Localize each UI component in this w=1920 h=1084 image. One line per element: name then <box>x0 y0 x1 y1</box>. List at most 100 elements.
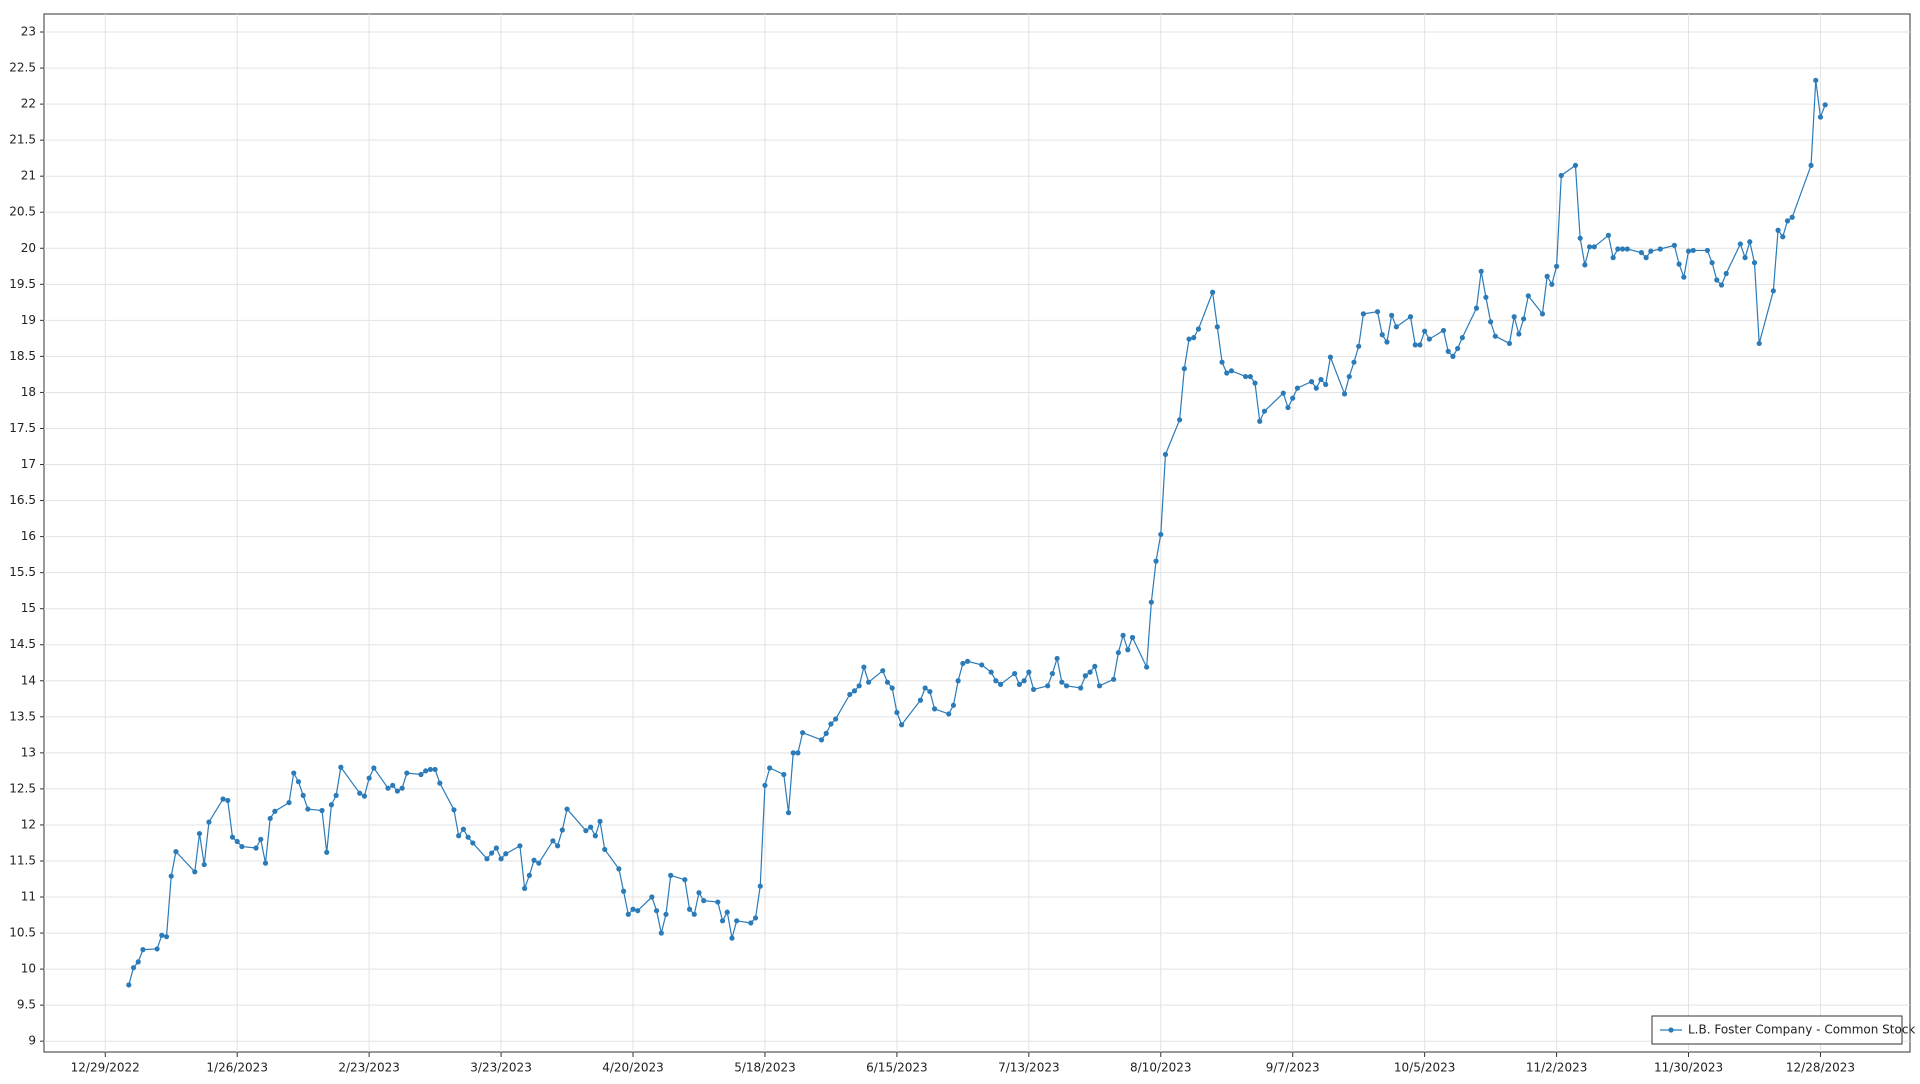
data-point <box>1210 289 1216 295</box>
data-point <box>526 872 532 878</box>
data-point <box>1356 343 1362 349</box>
data-point <box>1685 248 1692 254</box>
data-point <box>550 838 556 844</box>
data-point <box>1045 683 1051 689</box>
data-point <box>899 722 905 728</box>
data-point <box>1063 683 1070 689</box>
data-point <box>385 785 391 791</box>
x-tick-label: 7/13/2023 <box>998 1061 1060 1075</box>
x-tick-label: 2/23/2023 <box>338 1061 400 1075</box>
x-tick-label: 1/26/2023 <box>206 1061 268 1075</box>
data-point <box>1671 242 1677 248</box>
data-point <box>889 685 895 691</box>
data-point <box>1624 246 1630 252</box>
y-tick-label: 11 <box>21 890 36 904</box>
data-point <box>493 845 499 851</box>
data-point <box>1591 244 1597 250</box>
y-tick-label: 14.5 <box>9 637 36 651</box>
data-point <box>564 806 570 812</box>
x-tick-label: 4/20/2023 <box>602 1061 664 1075</box>
data-point <box>1718 282 1725 288</box>
data-point <box>880 668 886 674</box>
data-point <box>390 782 396 788</box>
data-point <box>1049 670 1055 677</box>
data-point <box>1521 316 1527 322</box>
data-point <box>229 834 236 840</box>
data-point <box>588 824 594 830</box>
data-point <box>1280 390 1286 396</box>
data-point <box>1784 218 1791 224</box>
data-point <box>423 768 429 774</box>
x-tick-label: 12/28/2023 <box>1786 1061 1855 1075</box>
data-point <box>653 908 660 914</box>
data-point <box>1572 162 1579 168</box>
data-point <box>1775 227 1781 233</box>
data-point <box>338 764 344 770</box>
data-point <box>795 750 801 756</box>
data-point <box>922 685 928 691</box>
data-point <box>946 711 952 717</box>
data-point <box>1455 345 1461 352</box>
data-point <box>1822 102 1828 108</box>
data-point <box>503 851 509 857</box>
data-point <box>691 911 697 917</box>
data-point <box>1450 353 1456 359</box>
data-point <box>1214 324 1220 330</box>
data-point <box>620 888 627 894</box>
data-point <box>1384 339 1390 345</box>
data-point <box>1539 311 1546 317</box>
data-point <box>286 799 292 806</box>
data-point <box>1181 366 1187 372</box>
data-point <box>1162 451 1169 458</box>
data-point <box>988 669 994 675</box>
data-point <box>955 678 961 684</box>
data-point <box>404 770 410 776</box>
x-tick-label: 9/7/2023 <box>1266 1061 1320 1075</box>
data-point <box>767 765 773 771</box>
data-point <box>239 843 245 850</box>
data-point <box>851 688 858 694</box>
data-point <box>192 869 198 875</box>
data-point <box>333 792 339 798</box>
data-point <box>979 662 985 668</box>
data-point <box>1389 312 1395 318</box>
x-tick-label: 6/15/2023 <box>866 1061 928 1075</box>
data-point <box>1619 246 1626 252</box>
data-point <box>399 785 405 791</box>
data-point <box>328 802 335 808</box>
data-point <box>126 982 132 988</box>
x-tick-label: 3/23/2023 <box>470 1061 532 1075</box>
data-point <box>1092 663 1098 669</box>
data-point <box>719 918 726 924</box>
data-point <box>1511 314 1517 320</box>
data-point <box>1346 373 1352 380</box>
data-point <box>130 965 137 971</box>
data-point <box>1219 359 1225 365</box>
data-point <box>1737 241 1743 247</box>
data-point <box>498 856 504 862</box>
data-point <box>1549 281 1555 287</box>
data-point <box>658 930 664 936</box>
x-tick-label: 12/29/2022 <box>71 1061 140 1075</box>
data-point <box>1492 333 1498 339</box>
data-point <box>1789 214 1795 220</box>
legend: L.B. Foster Company - Common Stock <box>1651 1015 1915 1045</box>
data-point <box>1813 77 1819 83</box>
data-point <box>1747 239 1753 245</box>
y-tick-label: 12 <box>21 817 36 831</box>
data-point <box>715 899 721 905</box>
data-point <box>818 737 825 743</box>
data-point <box>833 716 839 722</box>
data-point <box>234 838 240 845</box>
x-tick-label: 5/18/2023 <box>734 1061 796 1075</box>
data-point <box>1657 246 1663 252</box>
data-point <box>964 658 971 664</box>
data-point <box>752 915 759 921</box>
data-point <box>630 906 636 912</box>
data-point <box>1111 676 1117 682</box>
data-point <box>1054 655 1060 662</box>
data-point <box>484 856 490 862</box>
data-point <box>668 872 674 878</box>
data-point <box>861 664 867 670</box>
data-point <box>583 828 589 834</box>
